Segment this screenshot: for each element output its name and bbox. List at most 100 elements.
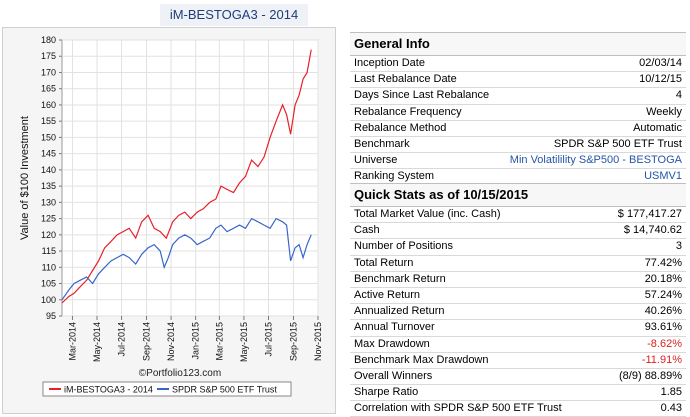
x-tick-label: Mar-2015 <box>214 322 224 361</box>
legend-portfolio-label: iM-BESTOGA3 - 2014 <box>64 385 153 395</box>
y-tick-label: 95 <box>46 311 56 321</box>
quick-stats-value: 57.24% <box>644 288 682 301</box>
general-info-label: Rebalance Frequency <box>354 105 462 118</box>
quick-stats-value: 20.18% <box>644 272 682 285</box>
quick-stats-label: Annual Turnover <box>354 321 435 334</box>
quick-stats-value: -11.91% <box>641 353 682 366</box>
x-tick-label: May-2014 <box>92 322 102 362</box>
quick-stats-panel: Quick Stats as of 10/15/2015 Total Marke… <box>350 183 686 417</box>
chart-title: iM-BESTOGA3 - 2014 <box>160 4 308 26</box>
performance-chart-panel: 95 100 105 110 115 120 125 130 135 140 145 150 155 16… <box>2 27 336 414</box>
y-tick-label: 180 <box>41 35 56 45</box>
y-tick-label: 100 <box>41 295 56 305</box>
benchmark-series-line <box>61 217 312 301</box>
quick-stats-row: Benchmark Return 20.18% <box>350 272 686 288</box>
quick-stats-value: -8.62% <box>647 337 682 350</box>
portfolio-series-line <box>61 49 312 304</box>
general-info-value: Weekly <box>646 105 682 118</box>
x-tick-label: Nov-2015 <box>313 322 323 361</box>
quick-stats-label: Benchmark Max Drawdown <box>354 353 489 366</box>
quick-stats-row: Sharpe Ratio 1.85 <box>350 385 686 402</box>
general-info-value: 02/03/14 <box>639 57 682 69</box>
quick-stats-label: Sharpe Ratio <box>354 386 419 399</box>
quick-stats-row: Annual Turnover 93.61% <box>350 320 686 337</box>
y-tick-label: 105 <box>41 279 56 289</box>
quick-stats-heading: Quick Stats as of 10/15/2015 <box>350 183 686 207</box>
general-info-row: Rebalance Method Automatic <box>350 121 686 137</box>
x-tick-label: Jul-2014 <box>117 322 127 357</box>
quick-stats-value: $ 177,417.27 <box>617 208 682 220</box>
general-info-value: 10/12/15 <box>639 73 682 86</box>
quick-stats-row: Overall Winners (8/9) 88.89% <box>350 369 686 386</box>
quick-stats-label: Active Return <box>354 288 421 301</box>
quick-stats-value: $ 14,740.62 <box>623 224 682 237</box>
general-info-row: Inception Date 02/03/14 <box>350 56 686 73</box>
y-tick-label: 165 <box>41 84 56 94</box>
x-tick-label: Nov-2014 <box>166 322 176 361</box>
y-tick-label: 175 <box>41 51 56 61</box>
general-info-row: Benchmark SPDR S&P 500 ETF Trust <box>350 137 686 154</box>
x-tick-label: Sep-2014 <box>142 322 152 361</box>
quick-stats-row: Number of Positions 3 <box>350 239 686 256</box>
performance-chart: 95 100 105 110 115 120 125 130 135 140 145 150 155 16… <box>19 35 323 397</box>
quick-stats-row: Active Return 57.24% <box>350 288 686 305</box>
x-tick-label: Mar-2014 <box>67 322 77 361</box>
general-info-label: Universe <box>354 154 398 167</box>
quick-stats-label: Annualized Return <box>354 305 445 318</box>
quick-stats-row: Total Market Value (inc. Cash) $ 177,417.… <box>350 207 686 224</box>
quick-stats-value: 0.43 <box>660 402 682 415</box>
x-tick-label: May-2015 <box>239 322 249 362</box>
general-info-label: Benchmark <box>354 137 410 150</box>
quick-stats-label: Max Drawdown <box>354 337 430 350</box>
y-tick-label: 150 <box>41 132 56 142</box>
x-tick-label: Jul-2015 <box>263 322 273 357</box>
x-tick-label: Sep-2015 <box>288 322 298 361</box>
y-tick-label: 130 <box>41 197 56 207</box>
quick-stats-value: 40.26% <box>644 305 682 318</box>
quick-stats-label: Benchmark Return <box>354 272 446 285</box>
y-tick-label: 140 <box>41 165 56 175</box>
quick-stats-value: 93.61% <box>644 321 682 334</box>
general-info-value: SPDR S&P 500 ETF Trust <box>553 137 682 150</box>
y-tick-label: 110 <box>42 262 56 272</box>
general-info-row: Universe Min Volatilility S&P500 - BESTOG… <box>350 153 686 170</box>
y-tick-label: 155 <box>41 116 56 126</box>
quick-stats-label: Total Return <box>354 256 414 269</box>
watermark: ©Portfolio123.com <box>139 368 221 379</box>
quick-stats-row: Cash $ 14,740.62 <box>350 223 686 240</box>
quick-stats-row: Total Return 77.42% <box>350 256 686 272</box>
quick-stats-value: 77.42% <box>644 256 682 269</box>
general-info-label: Ranking System <box>354 170 435 183</box>
y-tick-label: 160 <box>41 100 56 110</box>
quick-stats-label: Correlation with SPDR S&P 500 ETF Trust <box>354 402 562 415</box>
quick-stats-value: (8/9) 88.89% <box>619 369 682 382</box>
legend-benchmark-label: SPDR S&P 500 ETF Trust <box>172 385 277 395</box>
quick-stats-row: Correlation with SPDR S&P 500 ETF Trust 0… <box>350 401 686 417</box>
y-tick-label: 170 <box>41 67 56 77</box>
general-info-value[interactable]: USMV1 <box>644 170 682 183</box>
y-tick-label: 145 <box>41 149 56 159</box>
general-info-value: 4 <box>675 89 682 102</box>
quick-stats-label: Overall Winners <box>354 369 433 382</box>
general-info-panel: General Info Inception Date 02/03/14 Last … <box>350 32 686 186</box>
y-tick-label: 135 <box>41 181 56 191</box>
y-tick-label: 125 <box>41 214 56 224</box>
general-info-label: Days Since Last Rebalance <box>354 89 490 102</box>
quick-stats-row: Max Drawdown -8.62% <box>350 337 686 353</box>
general-info-value[interactable]: Min Volatilility S&P500 - BESTOGA <box>509 154 682 167</box>
y-axis-label: Value of $100 Investment <box>19 116 31 240</box>
y-tick-label: 115 <box>42 246 56 256</box>
general-info-label: Rebalance Method <box>354 121 447 134</box>
quick-stats-value: 3 <box>675 240 682 253</box>
general-info-row: Rebalance Frequency Weekly <box>350 105 686 121</box>
quick-stats-label: Cash <box>354 224 380 237</box>
x-tick-label: Jan-2015 <box>191 322 201 360</box>
general-info-value: Automatic <box>633 121 682 134</box>
general-info-label: Last Rebalance Date <box>354 73 457 86</box>
plot-area <box>61 39 319 317</box>
quick-stats-row: Annualized Return 40.26% <box>350 304 686 321</box>
quick-stats-value: 1.85 <box>660 386 682 399</box>
y-tick-label: 120 <box>41 230 56 240</box>
general-info-row: Days Since Last Rebalance 4 <box>350 88 686 105</box>
quick-stats-row: Benchmark Max Drawdown -11.91% <box>350 353 686 369</box>
